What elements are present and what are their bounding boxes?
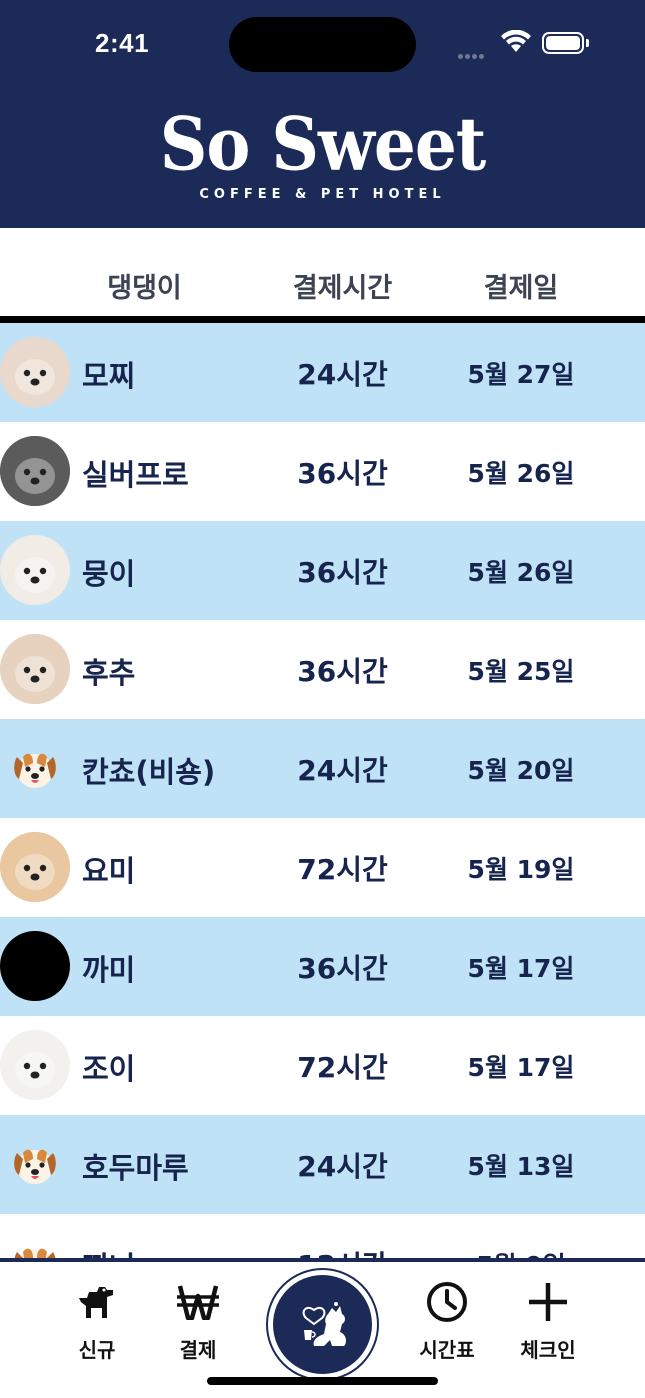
- column-header-paid-date: 결제일: [483, 273, 559, 304]
- tab-new[interactable]: 신규: [52, 1280, 142, 1363]
- paid-date: 5월 9일: [445, 1246, 597, 1258]
- paid-hours: 24시간: [297, 754, 388, 787]
- column-header-dog: 댕댕이: [107, 273, 182, 304]
- table-row[interactable]: 까미 36시간 5월 17일: [0, 917, 645, 1016]
- tab-new-label: 신규: [78, 1338, 116, 1362]
- dog-name: 칸쵸(비숑): [82, 755, 216, 789]
- dog-avatar: [0, 337, 70, 407]
- wifi-icon: [501, 29, 531, 58]
- tab-payment[interactable]: 결제: [153, 1280, 243, 1363]
- header-divider: [0, 316, 645, 323]
- paid-date: 5월 26일: [467, 558, 575, 587]
- brand-title: So Sweet: [159, 101, 487, 187]
- dog-name: 후추: [82, 656, 136, 690]
- dog-list[interactable]: 모찌 24시간 5월 27일 실버프로 36시간 5월 26일 뭉이 36시간 5월 26일 후추…: [0, 323, 645, 1258]
- paid-date: 5월 20일: [467, 756, 575, 785]
- paid-hours: 24시간: [297, 358, 388, 391]
- paid-hours: 36시간: [297, 556, 388, 589]
- dog-avatar: [0, 832, 70, 902]
- table-header: 댕댕이 결제시간 결제일: [0, 228, 645, 316]
- battery-tip: [586, 39, 589, 47]
- dynamic-island: [229, 17, 416, 72]
- paid-hours: 24시간: [297, 1150, 388, 1183]
- paid-date: 5월 19일: [467, 855, 575, 884]
- dog-face-icon: [0, 1129, 70, 1199]
- dog-face-icon: [0, 733, 70, 803]
- home-logo-button[interactable]: [266, 1268, 379, 1381]
- table-row[interactable]: 뭉이 36시간 5월 26일: [0, 521, 645, 620]
- paid-hours: 72시간: [297, 1051, 388, 1084]
- paid-hours: 36시간: [297, 457, 388, 490]
- paid-date: 5월 25일: [467, 657, 575, 686]
- table-row[interactable]: 칸쵸(비숑) 24시간 5월 20일: [0, 719, 645, 818]
- battery-icon: [542, 32, 584, 54]
- table-row[interactable]: 요미 72시간 5월 19일: [0, 818, 645, 917]
- paid-date: 5월 17일: [467, 954, 575, 983]
- dog-name: 요미: [82, 854, 136, 888]
- avatar-placeholder: [0, 931, 70, 1001]
- brand-subtitle: COFFEE & PET HOTEL: [199, 187, 446, 202]
- paid-hours: 12시간: [270, 1244, 415, 1258]
- table-row[interactable]: 모찌 24시간 5월 27일: [0, 323, 645, 422]
- dog-icon: [52, 1280, 142, 1324]
- paid-hours: 36시간: [297, 655, 388, 688]
- home-indicator: [207, 1377, 438, 1385]
- dog-name: 실버프로: [82, 458, 189, 492]
- paid-date: 5월 17일: [467, 1053, 575, 1082]
- dog-name: 까미: [82, 953, 136, 987]
- cellular-signal-icon: [458, 44, 486, 63]
- dog-avatar: [0, 634, 70, 704]
- paid-hours: 36시간: [297, 952, 388, 985]
- dog-name: 조이: [82, 1052, 136, 1086]
- paid-date: 5월 13일: [467, 1152, 575, 1181]
- bottom-tab-bar: 신규 결제 시간표: [0, 1258, 645, 1398]
- app-header: 2:41 So Sweet COFFEE & PET HOTEL: [0, 0, 645, 228]
- paid-date: 5월 26일: [467, 459, 575, 488]
- paid-date: 5월 27일: [467, 360, 575, 389]
- dog-face-icon: [0, 1228, 70, 1258]
- dog-avatar: [0, 1030, 70, 1100]
- column-header-paid-time: 결제시간: [292, 273, 393, 304]
- dog-logo-icon: [273, 1275, 372, 1374]
- dog-avatar: [0, 535, 70, 605]
- dog-name: 뭉이: [82, 557, 136, 591]
- plus-icon: [503, 1280, 593, 1324]
- tab-checkin[interactable]: 체크인: [503, 1280, 593, 1363]
- table-row[interactable]: 호두마루 24시간 5월 13일: [0, 1115, 645, 1214]
- dog-name: 모찌: [82, 359, 136, 393]
- table-row[interactable]: 찌녀 12시간 5월 9일: [0, 1214, 645, 1258]
- dog-avatar: [0, 436, 70, 506]
- tab-checkin-label: 체크인: [520, 1338, 576, 1362]
- tab-payment-label: 결제: [179, 1338, 217, 1362]
- table-row[interactable]: 조이 72시간 5월 17일: [0, 1016, 645, 1115]
- status-time: 2:41: [95, 28, 150, 58]
- table-row[interactable]: 후추 36시간 5월 25일: [0, 620, 645, 719]
- tab-schedule[interactable]: 시간표: [402, 1280, 492, 1363]
- status-bar: 2:41: [0, 0, 645, 90]
- table-row[interactable]: 실버프로 36시간 5월 26일: [0, 422, 645, 521]
- tab-schedule-label: 시간표: [419, 1338, 475, 1362]
- clock-icon: [402, 1280, 492, 1324]
- won-icon: [153, 1280, 243, 1324]
- dog-name: 호두마루: [82, 1151, 189, 1185]
- paid-hours: 72시간: [297, 853, 388, 886]
- dog-name: 찌녀: [82, 1244, 135, 1258]
